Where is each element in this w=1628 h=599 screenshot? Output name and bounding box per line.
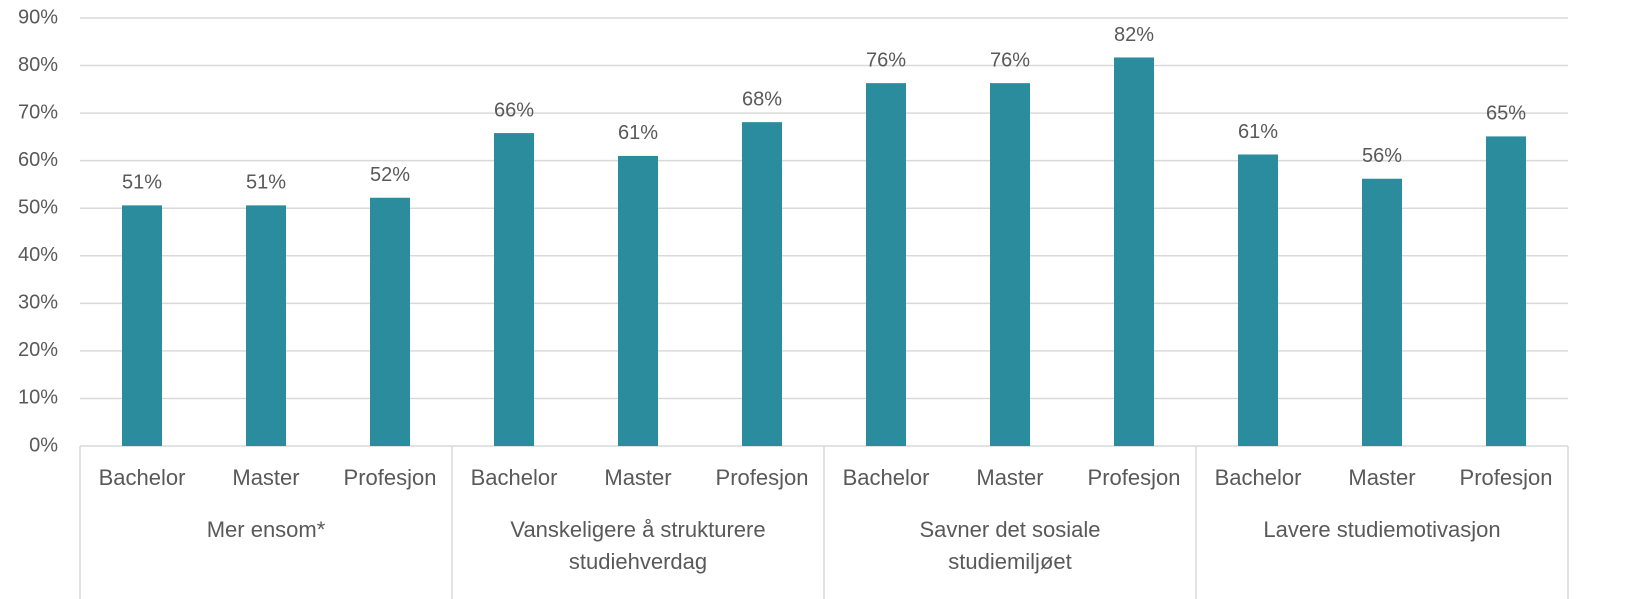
- bar: [866, 83, 906, 446]
- bar: [494, 133, 534, 446]
- bar: [370, 197, 410, 446]
- value-label: 61%: [1238, 121, 1278, 143]
- value-label: 76%: [866, 49, 906, 71]
- x-tick-label: Profesjon: [1460, 465, 1553, 490]
- value-label: 52%: [370, 164, 410, 186]
- x-tick-label: Master: [976, 465, 1043, 490]
- y-tick-label: 90%: [18, 6, 58, 28]
- value-label: 51%: [246, 172, 286, 194]
- value-label: 66%: [494, 99, 534, 121]
- x-tick-label: Master: [232, 465, 299, 490]
- y-tick-label: 60%: [18, 149, 58, 171]
- y-tick-label: 80%: [18, 54, 58, 76]
- bar: [990, 83, 1030, 446]
- x-tick-label: Bachelor: [1215, 465, 1302, 490]
- x-tick-label: Profesjon: [1088, 465, 1181, 490]
- bar: [618, 155, 658, 446]
- x-tick-label: Master: [1348, 465, 1415, 490]
- x-tick-label: Bachelor: [843, 465, 930, 490]
- x-tick-label: Bachelor: [471, 465, 558, 490]
- group-label: Vanskeligere å strukturere studiehverdag: [510, 517, 766, 574]
- value-label: 65%: [1486, 103, 1526, 125]
- y-tick-label: 50%: [18, 197, 58, 219]
- bar: [122, 205, 162, 446]
- value-label: 56%: [1362, 145, 1402, 167]
- y-tick-label: 30%: [18, 292, 58, 314]
- y-tick-label: 10%: [18, 387, 58, 409]
- x-tick-label: Bachelor: [99, 465, 186, 490]
- value-label: 76%: [990, 49, 1030, 71]
- value-label: 82%: [1114, 24, 1154, 46]
- y-tick-label: 70%: [18, 101, 58, 123]
- value-label: 68%: [742, 88, 782, 110]
- bar: [1238, 154, 1278, 447]
- group-label: Savner det sosiale studiemiljøet: [919, 517, 1101, 574]
- group-label: Mer ensom*: [206, 517, 326, 542]
- y-tick-label: 40%: [18, 244, 58, 266]
- value-label: 61%: [618, 122, 658, 144]
- x-tick-label: Profesjon: [716, 465, 809, 490]
- y-tick-label: 0%: [29, 434, 58, 456]
- value-label: 51%: [122, 172, 162, 194]
- bar: [1114, 57, 1154, 447]
- bar: [742, 122, 782, 446]
- y-tick-label: 20%: [18, 339, 58, 361]
- bar: [246, 205, 286, 446]
- x-tick-label: Profesjon: [344, 465, 437, 490]
- group-label: Lavere studiemotivasjon: [1263, 517, 1501, 542]
- x-tick-label: Master: [604, 465, 671, 490]
- bar: [1362, 178, 1402, 446]
- bar: [1486, 136, 1526, 446]
